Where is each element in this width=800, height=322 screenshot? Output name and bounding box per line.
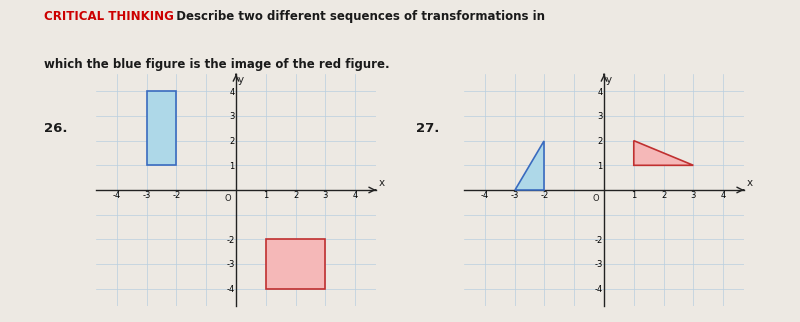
Text: O: O bbox=[225, 194, 231, 203]
Text: which the blue figure is the image of the red figure.: which the blue figure is the image of th… bbox=[44, 58, 390, 71]
Polygon shape bbox=[634, 141, 694, 165]
Text: x: x bbox=[379, 177, 385, 187]
Text: y: y bbox=[606, 75, 612, 85]
Text: y: y bbox=[238, 75, 244, 85]
Text: CRITICAL THINKING: CRITICAL THINKING bbox=[44, 10, 174, 23]
Bar bbox=[266, 239, 326, 289]
Bar bbox=[146, 91, 177, 165]
Text: O: O bbox=[593, 194, 599, 203]
Text: x: x bbox=[747, 177, 753, 187]
Text: 27.: 27. bbox=[416, 122, 439, 135]
Polygon shape bbox=[514, 141, 545, 190]
Text: Describe two different sequences of transformations in: Describe two different sequences of tran… bbox=[168, 10, 545, 23]
Text: 26.: 26. bbox=[44, 122, 67, 135]
